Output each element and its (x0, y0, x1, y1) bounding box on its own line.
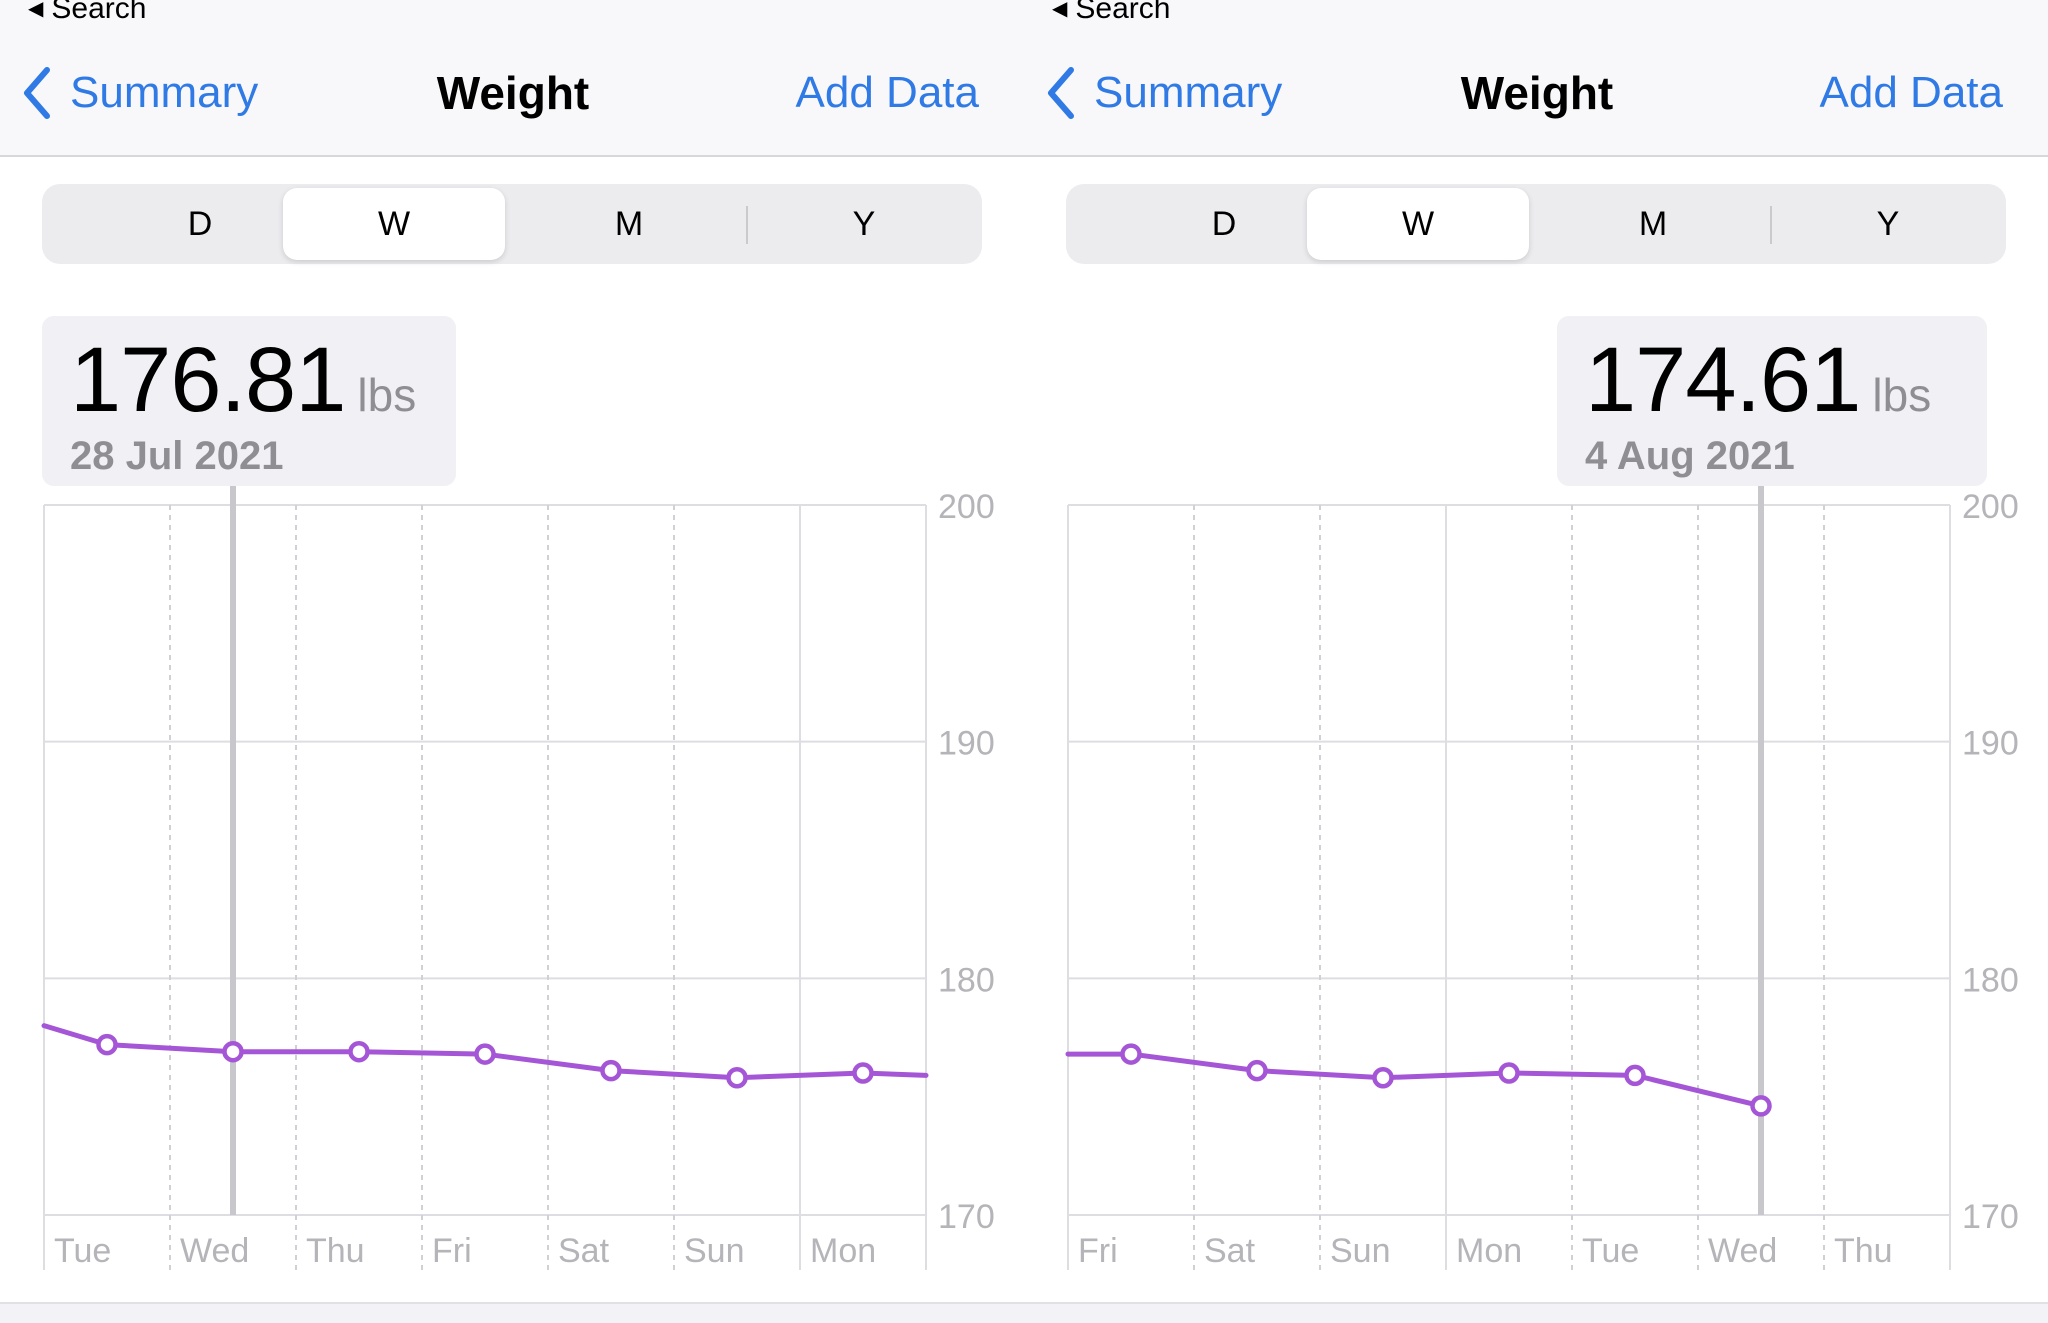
y-axis-tick-label: 200 (1962, 488, 2019, 526)
x-axis-tick-label: Sat (558, 1232, 610, 1270)
x-axis-tick-label: Fri (1078, 1232, 1118, 1270)
weight-panel-right: ◀ Search Summary Weight Add Data D W M Y … (1024, 0, 2048, 1321)
selected-value-callout: 174.61 lbs 4 Aug 2021 (1557, 316, 1987, 486)
weight-value: 174.61 lbs (1585, 329, 1932, 431)
data-point (1372, 1066, 1394, 1089)
chevron-left-icon (1048, 67, 1074, 119)
weight-value: 176.81 lbs (70, 329, 417, 431)
add-data-button[interactable]: Add Data (795, 68, 979, 117)
selected-date: 4 Aug 2021 (1585, 434, 1795, 478)
segment-year[interactable]: Y (852, 205, 876, 243)
selected-date: 28 Jul 2021 (70, 434, 284, 478)
chevron-left-icon (24, 67, 50, 119)
x-axis-tick-label: Mon (810, 1232, 876, 1270)
data-point (726, 1066, 748, 1089)
y-axis-tick-label: 190 (1962, 725, 2019, 763)
segment-month[interactable]: M (1638, 205, 1668, 243)
y-axis-tick-label: 180 (1962, 961, 2019, 999)
triangle-left-icon: ◀ (1052, 0, 1068, 20)
y-axis-tick-label: 170 (1962, 1198, 2019, 1236)
y-axis-tick-label: 170 (938, 1198, 995, 1236)
back-button-label: Summary (70, 68, 259, 117)
time-range-segmented-control: D W M Y (42, 184, 982, 264)
data-point (1120, 1043, 1142, 1065)
status-back-label: Search (51, 0, 147, 25)
navigation-bar: ◀ Search Summary Weight Add Data (1024, 0, 2048, 157)
data-point (1750, 1095, 1772, 1117)
y-axis-tick-label: 180 (938, 961, 995, 999)
segment-day[interactable]: D (1211, 205, 1237, 243)
data-point (1498, 1062, 1520, 1084)
weight-line-chart[interactable]: 200 190 180 170 Tue Wed Thu Fri Sat Sun Mon (0, 480, 1024, 1280)
x-axis-tick-label: Mon (1456, 1232, 1522, 1270)
weight-unit: lbs (1872, 369, 1932, 421)
triangle-left-icon: ◀ (28, 0, 44, 20)
x-axis-tick-label: Sat (1204, 1232, 1256, 1270)
data-point (96, 1033, 118, 1056)
data-point (1246, 1059, 1268, 1082)
x-axis-tick-label: Wed (1708, 1232, 1777, 1270)
x-axis-tick-label: Sun (684, 1232, 745, 1270)
status-back-link[interactable]: ◀ Search (1052, 0, 1170, 26)
x-axis-tick-label: Fri (432, 1232, 472, 1270)
segment-day[interactable]: D (187, 205, 213, 243)
navigation-bar: ◀ Search Summary Weight Add Data (0, 0, 1024, 157)
segment-divider (1770, 206, 1772, 244)
bottom-separator (0, 1302, 2048, 1323)
segment-year[interactable]: Y (1876, 205, 1900, 243)
x-axis-tick-label: Wed (180, 1232, 249, 1270)
selected-value-callout: 176.81 lbs 28 Jul 2021 (42, 316, 456, 486)
segment-week[interactable]: W (1307, 188, 1529, 260)
back-button-label: Summary (1094, 68, 1283, 117)
segment-divider (746, 206, 748, 244)
back-button[interactable]: Summary (1044, 62, 1282, 124)
segment-month[interactable]: M (614, 205, 644, 243)
back-button[interactable]: Summary (20, 62, 258, 124)
x-axis-tick-label: Thu (1834, 1232, 1893, 1270)
y-axis-tick-label: 190 (938, 725, 995, 763)
time-range-segmented-control: D W M Y (1066, 184, 2006, 264)
x-axis-tick-label: Thu (306, 1232, 365, 1270)
data-point (474, 1043, 496, 1065)
data-point (222, 1040, 244, 1063)
data-point (852, 1062, 874, 1084)
add-data-button[interactable]: Add Data (1819, 68, 2003, 117)
weight-series-line (1065, 1051, 1764, 1109)
status-back-label: Search (1075, 0, 1171, 25)
y-axis-tick-label: 200 (938, 488, 995, 526)
weight-unit: lbs (357, 369, 417, 421)
segment-week[interactable]: W (283, 188, 505, 260)
x-axis-tick-label: Tue (54, 1232, 111, 1270)
status-back-link[interactable]: ◀ Search (28, 0, 146, 26)
x-axis-tick-label: Sun (1330, 1232, 1391, 1270)
weight-line-chart[interactable]: 200 190 180 170 Fri Sat Sun Mon Tue Wed Thu (1024, 480, 2048, 1280)
data-point (600, 1059, 622, 1082)
weight-panel-left: ◀ Search Summary Weight Add Data D W M Y … (0, 0, 1024, 1321)
data-point (1624, 1064, 1646, 1087)
data-point (348, 1040, 370, 1063)
x-axis-tick-label: Tue (1582, 1232, 1639, 1270)
